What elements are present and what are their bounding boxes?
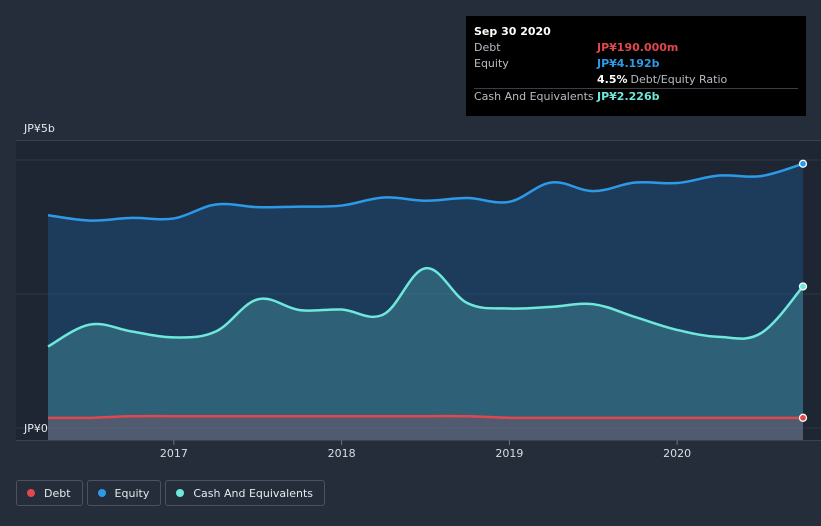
legend-item-cash[interactable]: Cash And Equivalents bbox=[165, 480, 325, 506]
tooltip-cash-value: JP¥2.226b bbox=[597, 90, 660, 103]
equity-end-marker bbox=[798, 159, 808, 168]
tooltip-row-debt: Debt JP¥190.000m bbox=[474, 40, 798, 56]
debt-end-marker bbox=[798, 413, 808, 422]
x-tick-label: 2019 bbox=[495, 447, 523, 460]
legend-cash-label: Cash And Equivalents bbox=[193, 486, 313, 500]
y-axis-top-label: JP¥5b bbox=[23, 122, 55, 135]
tooltip-equity-label: Equity bbox=[474, 57, 509, 70]
tooltip-ratio-value: 4.5% bbox=[597, 73, 628, 86]
cash-end-marker bbox=[798, 282, 808, 291]
legend-item-debt[interactable]: Debt bbox=[16, 480, 83, 506]
x-tick-label: 2018 bbox=[328, 447, 356, 460]
tooltip-debt-label: Debt bbox=[474, 41, 501, 54]
tooltip-row-ratio: 4.5% Debt/Equity Ratio bbox=[474, 72, 798, 88]
tooltip-date: Sep 30 2020 bbox=[474, 25, 551, 38]
tooltip-ratio-label: Debt/Equity Ratio bbox=[630, 73, 728, 86]
tooltip-row-equity: Equity JP¥4.192b bbox=[474, 56, 798, 72]
debt-line bbox=[47, 414, 803, 420]
data-tooltip: Sep 30 2020 Debt JP¥190.000m Equity JP¥4… bbox=[466, 16, 806, 116]
debt-dot-icon bbox=[27, 489, 35, 497]
debt-area bbox=[48, 416, 803, 440]
chart-areas bbox=[48, 163, 803, 440]
chart-legend: Debt Equity Cash And Equivalents bbox=[16, 480, 329, 506]
legend-equity-label: Equity bbox=[114, 486, 150, 500]
x-tick-label: 2020 bbox=[663, 447, 691, 460]
tooltip-debt-value: JP¥190.000m bbox=[597, 41, 679, 54]
legend-debt-label: Debt bbox=[44, 486, 71, 500]
equity-dot-icon bbox=[97, 489, 106, 497]
plot-background bbox=[16, 140, 821, 440]
legend-item-equity[interactable]: Equity bbox=[86, 480, 162, 506]
cash-area bbox=[48, 268, 803, 440]
y-axis-bottom-label: JP¥0 bbox=[23, 422, 48, 435]
chart-end-markers bbox=[798, 159, 808, 422]
x-tick-label: 2017 bbox=[160, 447, 188, 460]
cash-line bbox=[47, 267, 804, 348]
chart-lines bbox=[47, 162, 804, 420]
chart-grid bbox=[16, 140, 821, 441]
tooltip-equity-value: JP¥4.192b bbox=[597, 57, 660, 70]
tooltip-row-cash: Cash And Equivalents JP¥2.226b bbox=[474, 88, 798, 105]
x-axis-ticks: 2017 2018 2019 2020 bbox=[160, 440, 691, 460]
equity-area bbox=[48, 163, 803, 440]
tooltip-cash-label: Cash And Equivalents bbox=[474, 90, 594, 103]
equity-line bbox=[47, 162, 804, 222]
cash-dot-icon bbox=[176, 489, 185, 497]
